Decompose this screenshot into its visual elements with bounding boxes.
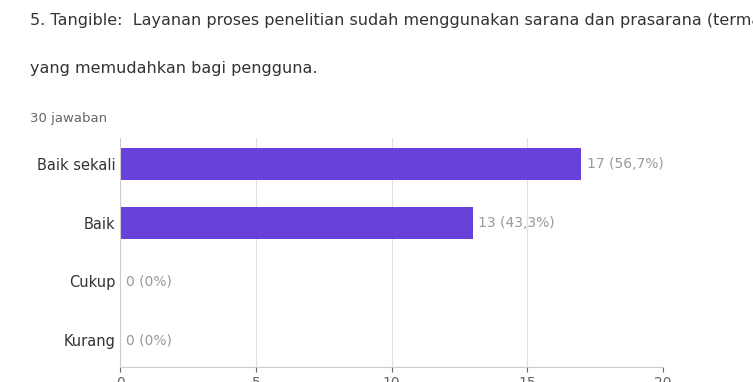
Bar: [120, 148, 581, 180]
Text: 5. Tangible:  Layanan proses penelitian sudah menggunakan sarana dan prasarana (: 5. Tangible: Layanan proses penelitian s…: [30, 13, 753, 28]
Text: 30 jawaban: 30 jawaban: [30, 112, 107, 125]
Text: 17 (56,7%): 17 (56,7%): [587, 157, 663, 171]
Text: 13 (43,3%): 13 (43,3%): [478, 216, 555, 230]
Text: 0 (0%): 0 (0%): [126, 333, 172, 347]
Text: 0 (0%): 0 (0%): [126, 274, 172, 288]
Bar: [120, 207, 473, 239]
Text: yang memudahkan bagi pengguna.: yang memudahkan bagi pengguna.: [30, 61, 318, 76]
